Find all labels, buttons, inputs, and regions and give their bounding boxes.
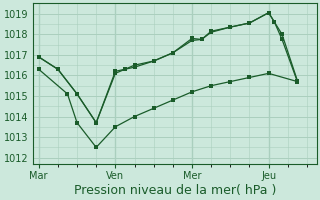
X-axis label: Pression niveau de la mer( hPa ): Pression niveau de la mer( hPa ) (74, 184, 276, 197)
